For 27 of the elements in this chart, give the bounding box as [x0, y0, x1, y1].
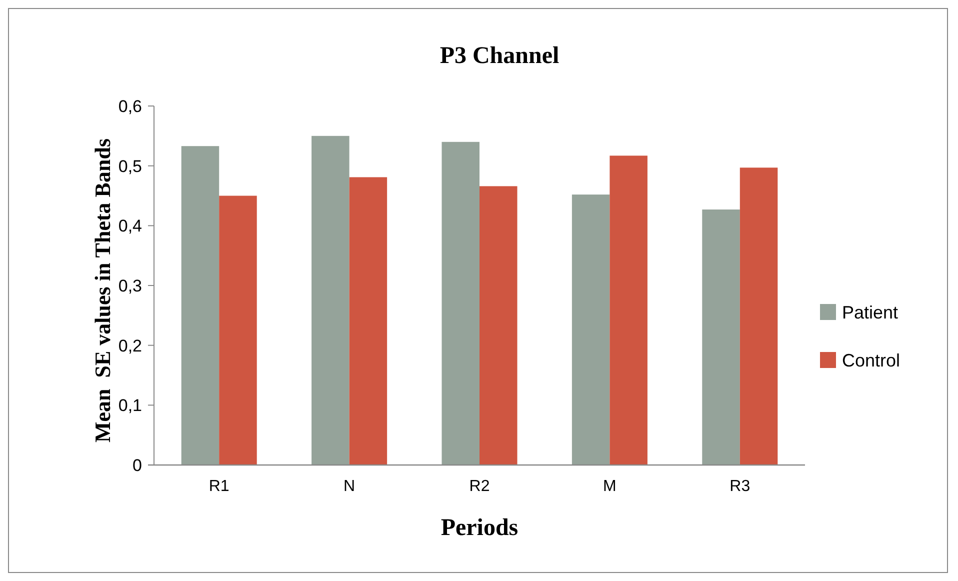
bar	[219, 196, 257, 465]
bar	[442, 142, 480, 465]
y-tick-label: 0,6	[118, 96, 142, 116]
bar	[702, 210, 740, 465]
x-tick-label: R2	[469, 478, 490, 495]
y-axis-title: Mean SE values in Theta Bands	[90, 138, 115, 443]
y-tick-label: 0,2	[118, 336, 142, 356]
bar	[480, 186, 518, 465]
bar	[740, 168, 778, 465]
y-tick-label: 0,1	[118, 396, 142, 416]
x-tick-label: M	[603, 478, 616, 495]
x-axis-title: Periods	[440, 515, 518, 541]
legend-label: Patient	[842, 302, 898, 322]
y-tick-label: 0,3	[118, 276, 142, 296]
chart-title: P3 Channel	[440, 43, 560, 69]
y-tick-label: 0,5	[118, 156, 142, 176]
x-tick-label: N	[344, 478, 356, 495]
bar	[312, 136, 350, 465]
bar	[181, 146, 220, 465]
y-tick-label: 0,4	[118, 216, 142, 236]
bar	[349, 177, 388, 465]
x-tick-label: R3	[730, 478, 750, 495]
legend-label: Control	[842, 350, 900, 370]
bar	[610, 156, 648, 465]
bar	[572, 194, 610, 465]
x-tick-label: R1	[208, 478, 230, 495]
y-tick-label: 0	[132, 456, 142, 475]
